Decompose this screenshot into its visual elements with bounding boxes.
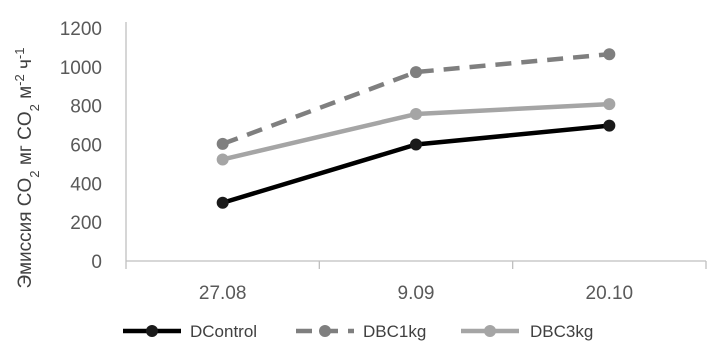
x-tick-label: 9.09 <box>398 283 435 304</box>
y-tick-label: 1000 <box>60 58 102 79</box>
data-point-DControl <box>410 138 422 151</box>
y-tick-label: 400 <box>70 174 102 195</box>
y-axis-title-part: -1 <box>12 48 27 60</box>
legend-label-DControl: DControl <box>190 322 257 341</box>
y-axis-title-part: м <box>15 86 36 104</box>
legend-label-DBC1kg: DBC1kg <box>363 322 426 341</box>
y-axis-title-part: 2 <box>27 170 42 177</box>
y-tick-label: 800 <box>70 97 102 118</box>
y-tick-label: 600 <box>70 136 102 157</box>
x-tick-label: 20.10 <box>586 283 634 304</box>
y-axis-title-part: -2 <box>12 74 27 86</box>
x-tick-labels: 27.08 9.09 20.10 <box>199 283 633 304</box>
series-line-DControl <box>222 123 610 205</box>
y-tick-label: 1200 <box>60 19 102 40</box>
legend-label-DBC3kg: DBC3kg <box>530 322 593 341</box>
y-tick-label: 200 <box>70 213 102 234</box>
y-axis-title-group: Эмиссия CO2 мг CO2 м-2 ч-1 <box>12 48 42 289</box>
y-tick-labels: 0 200 400 600 800 1000 1200 <box>60 19 102 273</box>
axes <box>125 22 707 269</box>
data-point-DBC1kg <box>216 137 229 150</box>
data-point-DBC1kg <box>410 66 422 79</box>
data-point-DControl <box>216 196 229 209</box>
series-points <box>216 48 616 209</box>
y-axis-title-part: ч <box>15 59 36 74</box>
data-point-DBC3kg <box>410 108 422 121</box>
legend-marker-DBC1kg <box>319 325 331 337</box>
data-point-DBC3kg <box>216 153 229 166</box>
y-axis-title: Эмиссия CO2 мг CO2 м-2 ч-1 <box>12 48 42 289</box>
legend: DControl DBC1kg DBC3kg <box>123 322 593 341</box>
y-axis-title-part: 2 <box>27 104 42 111</box>
x-tick-label: 27.08 <box>199 283 247 304</box>
legend-marker-DControl <box>146 325 158 337</box>
legend-marker-DBC3kg <box>484 325 496 337</box>
y-axis-title-part: мг CO <box>15 111 36 170</box>
data-point-DControl <box>603 119 616 132</box>
y-axis-title-part: Эмиссия CO <box>15 178 36 289</box>
data-point-DBC1kg <box>603 48 616 61</box>
data-point-DBC3kg <box>603 98 616 111</box>
y-tick-label: 0 <box>91 252 102 273</box>
